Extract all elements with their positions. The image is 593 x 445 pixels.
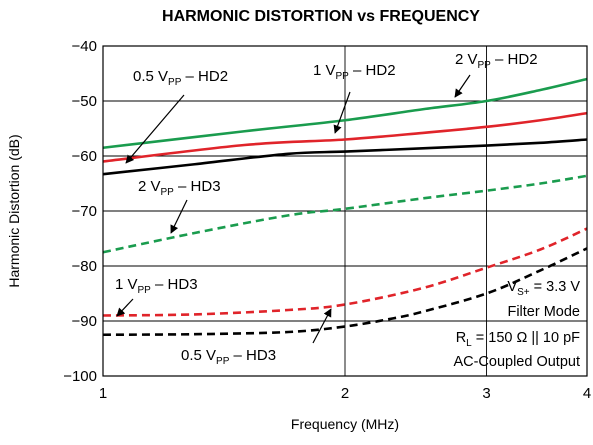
- series-line-1: [102, 77, 588, 150]
- y-tick-label: −40: [72, 38, 97, 55]
- chart-title: HARMONIC DISTORTION vs FREQUENCY: [162, 8, 480, 25]
- annotation-arrow-3: [454, 74, 471, 98]
- series-label-6: 0.5 VPP – HD3: [181, 347, 276, 367]
- annotation-arrow-6: [312, 308, 332, 344]
- series-line-2: [102, 111, 588, 163]
- annotation-arrow-4: [170, 199, 188, 234]
- condition-line-3: RL = 150 Ω || 10 pF: [456, 330, 580, 349]
- plot-area-frame: [102, 45, 588, 377]
- y-tick-label: −80: [72, 258, 97, 275]
- y-tick-label: −70: [72, 203, 97, 220]
- condition-line-2: Filter Mode: [507, 304, 580, 320]
- y-tick-label: −100: [63, 368, 97, 385]
- series-label-5: 1 VPP – HD3: [115, 276, 198, 296]
- series-line-5: [102, 227, 588, 317]
- x-tick-label: 2: [341, 385, 349, 402]
- series-label-1: 0.5 VPP – HD2: [133, 68, 228, 88]
- x-tick-label: 3: [482, 385, 490, 402]
- test-conditions: VS+ = 3.3 V Filter Mode RL = 150 Ω || 10 p…: [453, 279, 580, 370]
- x-tick-label: 4: [583, 385, 591, 402]
- series-line-3: [102, 138, 588, 176]
- series-label-4: 2 VPP – HD3: [138, 178, 221, 198]
- series-line-6: [102, 247, 588, 337]
- annotation-arrow-1: [125, 94, 185, 164]
- annotation-arrow-5: [116, 298, 134, 317]
- y-tick-label: −50: [72, 93, 97, 110]
- y-tick-label: −90: [72, 313, 97, 330]
- x-axis-label: Frequency (MHz): [291, 416, 399, 432]
- y-axis-label: Harmonic Distortion (dB): [6, 134, 22, 287]
- condition-line-1: VS+ = 3.3 V: [507, 279, 580, 298]
- series-lines: [102, 77, 588, 337]
- annotation-arrow-2: [333, 91, 351, 134]
- condition-line-4: AC-Coupled Output: [453, 354, 580, 370]
- series-line-4: [102, 174, 588, 254]
- series-label-2: 1 VPP – HD2: [313, 62, 396, 82]
- series-annotations: 0.5 VPP – HD2 1 VPP – HD2 2 VPP – HD2 2 VPP…: [115, 51, 538, 367]
- x-tick-label: 1: [99, 385, 107, 402]
- series-label-3: 2 VPP – HD2: [455, 51, 538, 71]
- y-tick-label: −60: [72, 148, 97, 165]
